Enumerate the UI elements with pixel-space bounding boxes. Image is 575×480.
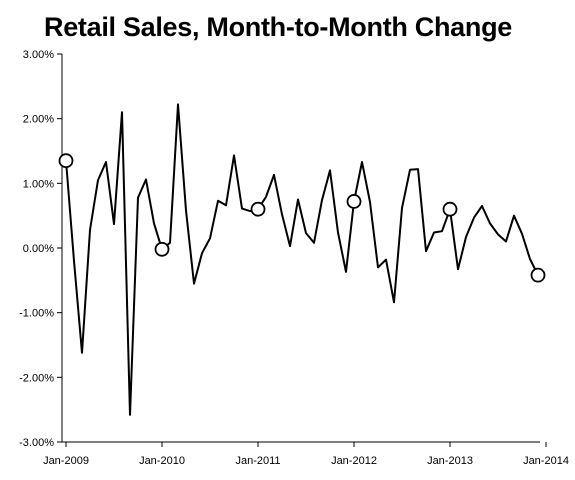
x-tick-label: Jan-2013 xyxy=(427,455,473,467)
data-point-marker xyxy=(442,201,458,217)
y-tick-label: 1.00% xyxy=(23,178,54,190)
data-point-marker xyxy=(154,241,170,257)
y-tick-label: -1.00% xyxy=(19,308,54,320)
data-point-marker xyxy=(58,153,74,169)
data-point-marker xyxy=(530,267,546,283)
marker-layer xyxy=(58,153,546,283)
y-tick-label: 0.00% xyxy=(23,243,54,255)
series-layer xyxy=(65,103,539,416)
y-tick-label: -3.00% xyxy=(19,437,54,449)
chart-axes xyxy=(61,54,540,443)
series-line xyxy=(65,103,539,416)
x-tick-label: Jan-2012 xyxy=(331,455,377,467)
data-point-marker xyxy=(250,201,266,217)
x-tick-label: Jan-2011 xyxy=(235,455,280,467)
x-tick-label: Jan-2014 xyxy=(523,455,569,467)
data-point-marker xyxy=(346,194,362,209)
y-axis-ticks: 3.00% 2.00% 1.00% 0.00% -1.00% -2.00% -3.00% xyxy=(19,49,62,449)
x-axis-ticks: Jan-2009 Jan-2010 Jan-2011 Jan-2012 Jan-2013… xyxy=(43,442,569,467)
chart-title: Retail Sales, Month-to-Month Change xyxy=(44,12,512,42)
y-tick-label: 2.00% xyxy=(23,114,54,126)
x-tick-label: Jan-2009 xyxy=(43,455,89,467)
x-tick-label: Jan-2010 xyxy=(139,455,185,467)
y-tick-label: 3.00% xyxy=(23,49,54,61)
y-tick-label: -2.00% xyxy=(19,372,54,384)
